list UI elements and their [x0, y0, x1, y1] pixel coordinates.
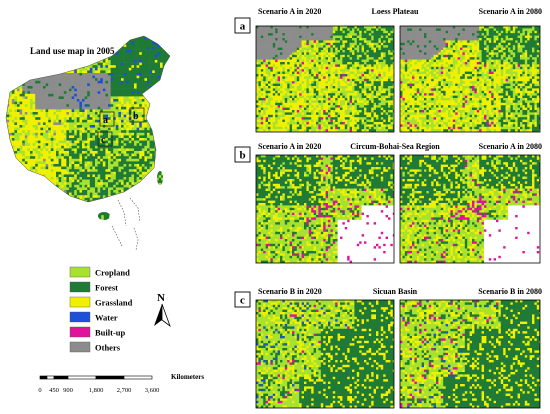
- marker-a: a: [103, 115, 108, 126]
- scale-tick-label: 3,600: [145, 387, 160, 394]
- legend-swatch-water: [69, 311, 91, 323]
- panel-title-right-b: Scenario A in 2080: [479, 142, 542, 151]
- scale-tick-label: 1,800: [89, 387, 104, 394]
- scenario-map-panel: [255, 299, 395, 409]
- legend-label-cropland: Cropland: [95, 268, 130, 278]
- scenario-map-panel: [399, 154, 541, 264]
- legend-label-forest: Forest: [95, 283, 118, 293]
- scale-bar: Kilometers 0 450 900 1,800 2,700 3,600: [38, 373, 204, 394]
- panel-title-left-b: Scenario A in 2020: [258, 142, 321, 151]
- legend-label-water: Water: [95, 313, 118, 323]
- panel-title-left-a: Scenario A in 2020: [258, 7, 321, 16]
- north-label: N: [157, 292, 165, 304]
- region-name-a: Loess Plateau: [372, 7, 419, 16]
- legend-swatch-built-up: [69, 326, 91, 338]
- study-area-box-c: c: [97, 131, 113, 147]
- panel-title-left-c: Scenario B in 2020: [258, 287, 322, 296]
- row-letter-b: b: [239, 150, 245, 162]
- scenario-map-panel: [255, 154, 395, 264]
- scenario-map-panel: [399, 25, 541, 133]
- scale-tick-label: 0: [38, 387, 41, 394]
- scale-tick-label: 2,700: [117, 387, 132, 394]
- row-letter-c: c: [240, 295, 245, 307]
- scenario-map-panel: [255, 25, 395, 133]
- row-letter-a: a: [240, 21, 246, 33]
- marker-c: c: [101, 135, 106, 146]
- legend-swatch-cropland: [69, 266, 91, 278]
- legend-label-others: Others: [95, 343, 121, 353]
- legend: Cropland Forest Grassland Water Built-up Othe…: [69, 266, 133, 353]
- south-china-sea-islands: [111, 197, 141, 251]
- row-letter-box-b: [234, 146, 251, 163]
- scale-tick-label: 450: [49, 387, 59, 394]
- legend-swatch-others: [69, 341, 91, 353]
- study-area-box-b: b: [129, 107, 145, 123]
- region-name-c: Sicuan Basin: [373, 287, 418, 296]
- legend-label-grassland: Grassland: [95, 298, 133, 308]
- china-land-use-map: [5, 35, 171, 220]
- panel-title-right-c: Scenario B in 2080: [478, 287, 542, 296]
- row-letter-box-a: [234, 17, 251, 34]
- marker-b: b: [133, 111, 139, 122]
- study-area-box-a: a: [99, 111, 115, 127]
- scale-tick-label: 900: [63, 387, 73, 394]
- row-letter-box-c: [234, 291, 251, 308]
- scenario-map-panel: [399, 299, 541, 409]
- panel-title-right-a: Scenario A in 2080: [479, 7, 542, 16]
- legend-swatch-grassland: [69, 296, 91, 308]
- legend-swatch-forest: [69, 281, 91, 293]
- scale-unit: Kilometers: [171, 373, 204, 381]
- overview-title: Land use map in 2005: [30, 46, 115, 56]
- north-arrow-icon: N: [154, 292, 171, 328]
- region-name-b: Circum-Bohai-Sea Region: [350, 142, 440, 151]
- legend-label-built-up: Built-up: [95, 328, 126, 338]
